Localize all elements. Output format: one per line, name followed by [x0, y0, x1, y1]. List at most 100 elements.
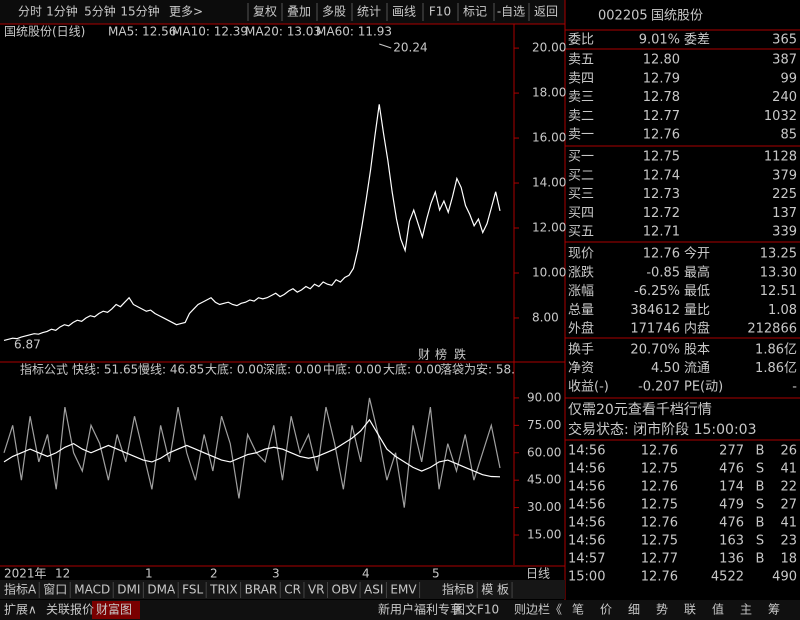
bottom-item[interactable]: 财富图: [96, 602, 132, 617]
tab[interactable]: 指标B: [442, 582, 474, 597]
promo[interactable]: 仅需20元查看千档行情: [568, 402, 712, 418]
high-pointer: [379, 43, 392, 49]
toolbar-item[interactable]: 画线: [392, 5, 416, 19]
badge[interactable]: 财: [418, 348, 430, 362]
trade-price: 12.75: [641, 498, 678, 513]
quote-label: 股本: [684, 343, 710, 358]
tab-bar: [0, 580, 565, 599]
toolbar-item[interactable]: 多股: [322, 5, 346, 19]
trade-volume: 4522: [711, 570, 744, 585]
quote-label: 买四: [568, 206, 594, 221]
side-tab[interactable]: 细: [628, 603, 640, 617]
tab[interactable]: EMV: [390, 583, 417, 597]
toolbar-item[interactable]: 叠加: [287, 5, 311, 19]
quote-price: 12.72: [643, 206, 680, 221]
ma-label: MA5: 12.56: [108, 25, 176, 39]
time-label: 5: [432, 567, 440, 581]
stock-name: 国统股份: [651, 9, 703, 24]
quote-price: 12.74: [643, 168, 680, 183]
toolbar-item[interactable]: 标记: [463, 5, 487, 19]
trade-price: 12.75: [641, 462, 678, 477]
y-tick-label: 10.00: [532, 265, 566, 279]
tab[interactable]: 指标A: [4, 582, 37, 597]
toolbar-item[interactable]: 统计: [357, 5, 381, 19]
quote-price: 12.78: [643, 90, 680, 105]
trade-volume: 479: [719, 498, 744, 513]
side-tab[interactable]: 势: [656, 603, 668, 617]
toolbar-item[interactable]: 更多>: [169, 5, 203, 19]
badge[interactable]: 榜: [435, 347, 447, 362]
tab[interactable]: DMA: [147, 583, 176, 597]
toolbar-item[interactable]: 15分钟: [120, 4, 159, 19]
quote-price: 12.73: [643, 187, 680, 202]
trade-count: 18: [780, 552, 797, 567]
period[interactable]: 日线: [526, 567, 550, 581]
side-tab[interactable]: 值: [712, 602, 724, 617]
bottom-item[interactable]: 新用户福利专享: [378, 602, 462, 617]
quote-label: 买五: [568, 225, 594, 240]
tab[interactable]: OBV: [332, 583, 358, 597]
tab[interactable]: VR: [308, 583, 325, 597]
trade-count: 490: [772, 570, 797, 585]
toolbar-item[interactable]: -自选: [497, 5, 525, 19]
trade-volume: 476: [719, 462, 744, 477]
y-tick-label: 45.00: [527, 473, 561, 487]
quote-value: 9.01%: [639, 33, 680, 48]
quote-value: 171746: [630, 322, 680, 337]
trade-time: 14:56: [568, 480, 605, 495]
quote-label: PE(动): [684, 380, 723, 395]
y-tick-label: 60.00: [527, 445, 561, 459]
side-tab[interactable]: 筹: [768, 603, 780, 617]
quote-price: 12.76: [643, 128, 680, 143]
badge[interactable]: 跌: [454, 347, 466, 362]
time-label: 3: [272, 567, 280, 581]
bottom-bar: [0, 600, 800, 620]
tab[interactable]: BRAR: [245, 583, 278, 597]
quote-label: 委差: [684, 33, 710, 48]
quote-label: 买三: [568, 187, 594, 202]
trade-time: 14:57: [568, 552, 605, 567]
trade-side: B: [756, 516, 765, 531]
quote-value: 20.70%: [630, 343, 680, 358]
tab[interactable]: DMI: [117, 583, 140, 597]
low-label: 6.87: [14, 338, 41, 352]
tab[interactable]: TRIX: [209, 583, 237, 597]
tab[interactable]: ASI: [364, 583, 383, 597]
toolbar-item[interactable]: F10: [429, 5, 451, 19]
bottom-item[interactable]: 关联报价: [46, 602, 94, 617]
tab[interactable]: 模 板: [481, 583, 509, 597]
quote-value: -: [792, 380, 797, 395]
quote-value: 365: [772, 33, 797, 48]
side-tab[interactable]: 价: [600, 603, 612, 617]
indicator-title: 指标公式: [20, 362, 68, 377]
quote-value: 384612: [630, 303, 680, 318]
side-tab[interactable]: 联: [684, 603, 696, 617]
trade-count: 23: [780, 534, 797, 549]
toolbar-item[interactable]: 5分钟: [84, 4, 116, 19]
bottom-item[interactable]: 扩展∧: [4, 603, 37, 617]
ma-label: MA20: 13.03: [245, 25, 321, 39]
toolbar-item[interactable]: 分时: [18, 5, 42, 19]
quote-volume: 99: [780, 71, 797, 86]
y-tick-label: 15.00: [527, 528, 561, 542]
side-tab[interactable]: 笔: [572, 602, 584, 617]
tab[interactable]: MACD: [74, 583, 110, 597]
bottom-item[interactable]: 图文F10: [453, 602, 499, 617]
trade-price: 12.77: [641, 552, 678, 567]
tab[interactable]: 窗口: [43, 583, 67, 597]
toolbar-item[interactable]: 1分钟: [46, 4, 78, 19]
y-tick-label: 16.00: [532, 131, 566, 145]
indicator-item: 深底: 0.00: [263, 362, 322, 377]
quote-value: -0.85: [646, 265, 680, 280]
bottom-item[interactable]: 则边栏《: [514, 602, 562, 617]
toolbar-item[interactable]: 返回: [534, 5, 558, 19]
quote-value: 1.86亿: [755, 361, 797, 376]
toolbar-item[interactable]: 复权: [253, 5, 277, 19]
trade-time: 14:56: [568, 444, 605, 459]
trade-time: 14:56: [568, 498, 605, 513]
quote-price: 12.80: [643, 53, 680, 68]
tab[interactable]: FSL: [182, 583, 203, 597]
side-tab[interactable]: 主: [740, 603, 752, 617]
tab[interactable]: CR: [284, 583, 301, 597]
